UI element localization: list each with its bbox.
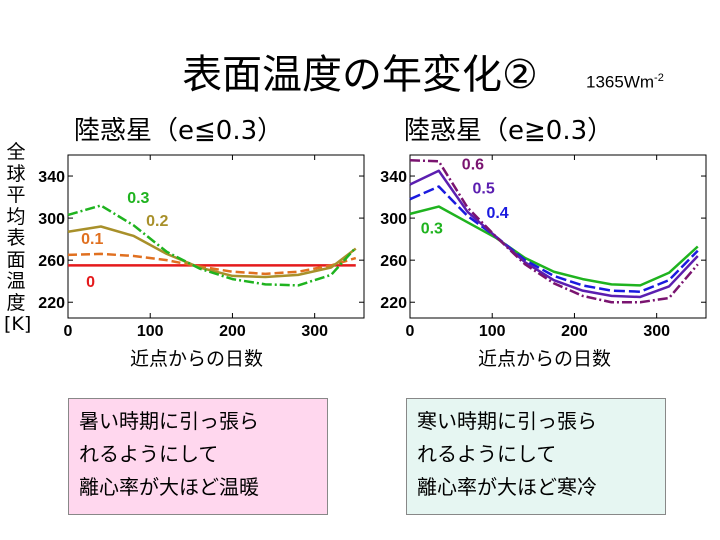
right-x-tick-label: 300 xyxy=(643,323,670,340)
cold-summary-line: 寒い時期に引っ張ら xyxy=(417,409,597,433)
warm-summary-line: 離心率が大ほど温暖 xyxy=(79,475,259,499)
right-series-label: 0.6 xyxy=(462,156,484,173)
page-title: 表面温度の年変化② xyxy=(182,52,538,98)
left-y-tick-label: 260 xyxy=(38,253,65,270)
cold-summary-box: 寒い時期に引っ張ら れるようにして 離心率が大ほど寒冷 xyxy=(406,398,666,515)
left-x-tick-label: 100 xyxy=(137,323,164,340)
left-series-label: 0 xyxy=(86,274,95,291)
right-series-line-0-5 xyxy=(409,169,699,299)
left-series-line-0-2 xyxy=(67,225,357,279)
right-y-tick-label: 300 xyxy=(380,211,407,228)
warm-summary-line: 暑い時期に引っ張ら xyxy=(79,409,259,433)
right-x-tick-label: 0 xyxy=(406,323,415,340)
left-plot-frame xyxy=(67,154,365,319)
right-series-label: 0.4 xyxy=(486,205,508,222)
right-x-axis-label: 近点からの日数 xyxy=(478,348,612,370)
right-series-line-0-4 xyxy=(409,185,699,293)
right-x-tick-label: 200 xyxy=(561,323,588,340)
right-y-tick-label: 260 xyxy=(380,253,407,270)
y-axis-label: 全球平均表面温度[K] xyxy=(4,141,32,335)
solar-constant: 1365Wm-2 xyxy=(586,72,664,93)
solar-constant-value: 1365Wm xyxy=(586,72,655,92)
right-series-label: 0.3 xyxy=(421,221,443,238)
left-series-label: 0.1 xyxy=(81,231,103,248)
warm-summary-line: れるようにして xyxy=(79,442,219,466)
right-y-tick-label: 220 xyxy=(380,295,407,312)
right-series-line-0-6 xyxy=(409,159,699,304)
left-y-tick-label: 300 xyxy=(38,211,65,228)
left-x-axis-label: 近点からの日数 xyxy=(130,348,264,370)
right-series-label: 0.5 xyxy=(472,181,494,198)
right-plot-frame xyxy=(409,154,707,319)
right-series-line-0-3 xyxy=(409,205,699,287)
warm-summary-box: 暑い時期に引っ張ら れるようにして 離心率が大ほど温暖 xyxy=(68,398,328,515)
left-y-tick-label: 340 xyxy=(38,169,65,186)
left-x-tick-label: 300 xyxy=(301,323,328,340)
cold-summary-line: れるようにして xyxy=(417,442,557,466)
left-series-label: 0.2 xyxy=(146,213,168,230)
left-x-tick-label: 0 xyxy=(64,323,73,340)
left-y-tick-label: 220 xyxy=(38,295,65,312)
right-y-tick-label: 340 xyxy=(380,169,407,186)
left-series-line-0-3 xyxy=(67,204,357,287)
left-series-label: 0.3 xyxy=(127,190,149,207)
solar-constant-exponent: -2 xyxy=(654,72,664,84)
left-chart-title: 陸惑星（e≦0.3） xyxy=(74,116,284,146)
left-x-tick-label: 200 xyxy=(219,323,246,340)
left-series-line-0-1 xyxy=(67,252,357,276)
right-chart-title: 陸惑星（e≧0.3） xyxy=(404,116,614,146)
right-x-tick-label: 100 xyxy=(479,323,506,340)
cold-summary-line: 離心率が大ほど寒冷 xyxy=(417,475,597,499)
